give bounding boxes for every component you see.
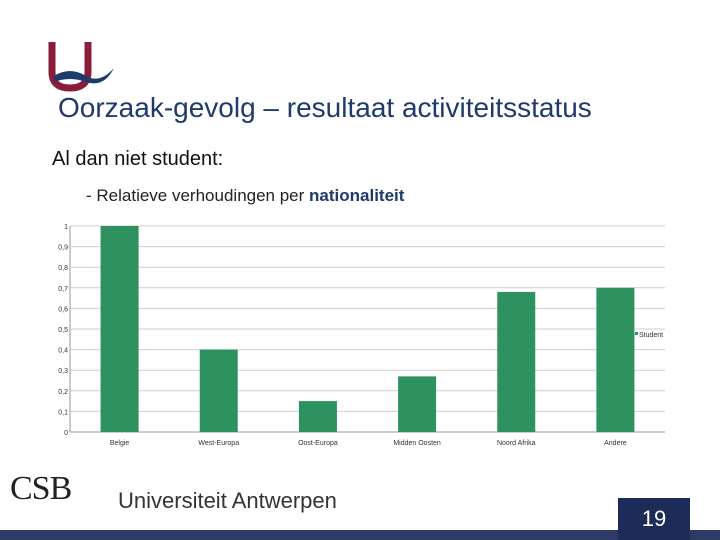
bar bbox=[497, 291, 536, 432]
y-tick-label: 0,6 bbox=[58, 306, 68, 313]
slide-bullet: - Relatieve verhoudingen per nationalite… bbox=[86, 186, 404, 206]
y-tick-label: 0,4 bbox=[58, 348, 68, 355]
x-tick-label: Belgie bbox=[110, 440, 130, 447]
bullet-highlight: nationaliteit bbox=[309, 186, 405, 205]
y-tick-label: 0,2 bbox=[58, 389, 68, 396]
y-tick-label: 0 bbox=[64, 430, 68, 437]
bar bbox=[100, 226, 139, 432]
bar bbox=[298, 401, 337, 432]
slide-title: Oorzaak-gevolg – resultaat activiteitsst… bbox=[58, 92, 592, 123]
y-tick-label: 0,8 bbox=[58, 265, 68, 272]
y-tick-label: 0,9 bbox=[58, 245, 68, 252]
footer-bar bbox=[0, 530, 720, 540]
bar bbox=[596, 287, 635, 432]
x-tick-label: Noord Afrika bbox=[497, 440, 536, 447]
y-tick-label: 0,5 bbox=[58, 327, 68, 334]
bar bbox=[199, 349, 238, 432]
bullet-prefix: - Relatieve verhoudingen per bbox=[86, 186, 310, 205]
legend-label: Student bbox=[639, 332, 663, 339]
legend-swatch bbox=[635, 332, 638, 335]
x-tick-label: Oost-Europa bbox=[298, 440, 338, 447]
x-tick-label: West-Europa bbox=[198, 440, 239, 447]
y-tick-label: 0,7 bbox=[58, 286, 68, 293]
university-name: Universiteit Antwerpen bbox=[118, 488, 337, 513]
bar bbox=[398, 376, 437, 432]
slide-subtitle: Al dan niet student: bbox=[52, 148, 224, 170]
y-tick-label: 0,3 bbox=[58, 368, 68, 375]
x-tick-label: Andere bbox=[604, 440, 627, 447]
y-tick-label: 1 bbox=[64, 224, 68, 231]
x-tick-label: Midden Oosten bbox=[393, 440, 441, 447]
university-logo bbox=[48, 38, 118, 94]
csb-logo: CSB bbox=[10, 470, 72, 507]
y-tick-label: 0,1 bbox=[58, 409, 68, 416]
page-number: 19 bbox=[618, 498, 690, 540]
